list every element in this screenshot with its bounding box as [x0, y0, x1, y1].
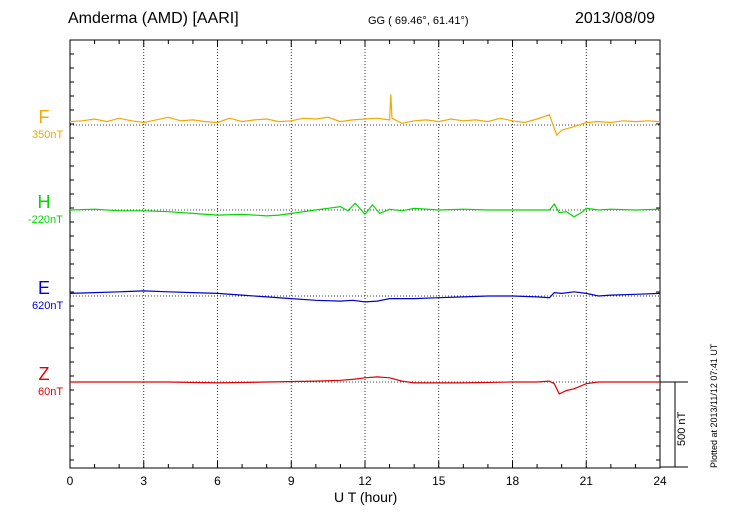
scale-bar-label: 500 nT	[676, 411, 688, 446]
component-letter-Z: Z	[38, 364, 50, 384]
x-tick-label: 0	[66, 474, 74, 488]
component-baseline-F: 350nT	[32, 129, 64, 141]
component-letter-F: F	[38, 107, 50, 127]
x-axis-label: U T (hour)	[334, 489, 398, 505]
x-tick-label: 15	[432, 474, 446, 488]
x-tick-label: 6	[214, 474, 221, 488]
x-tick-label: 24	[653, 474, 667, 488]
component-baseline-E: 620nT	[32, 300, 64, 312]
coordinates-label: GG ( 69.46°, 61.41°)	[368, 15, 469, 27]
x-tick-label: 3	[140, 474, 148, 488]
series-traces	[69, 94, 661, 395]
series-line-E	[69, 290, 661, 303]
axis-ticks	[69, 40, 661, 468]
date-label: 2013/08/09	[575, 10, 656, 27]
baseline-lines	[70, 124, 660, 383]
component-baseline-H: -220nT	[28, 214, 63, 226]
series-line-Z	[70, 376, 660, 395]
component-letter-H: H	[37, 192, 51, 212]
series-line-F	[69, 94, 661, 137]
component-letter-E: E	[38, 278, 51, 298]
station-title: Amderma (AMD) [AARI]	[68, 10, 239, 27]
x-tick-label: 9	[287, 474, 295, 488]
scale-bar	[660, 381, 688, 468]
x-tick-label: 12	[358, 474, 372, 488]
x-tick-label: 21	[579, 474, 593, 488]
plotted-at-label: Plotted at 2013/11/12 07:41 UT	[709, 343, 719, 468]
x-tick-label: 18	[505, 474, 520, 488]
grid-lines	[143, 40, 587, 468]
component-baseline-Z: 60nT	[38, 386, 64, 398]
series-line-H	[69, 202, 661, 218]
